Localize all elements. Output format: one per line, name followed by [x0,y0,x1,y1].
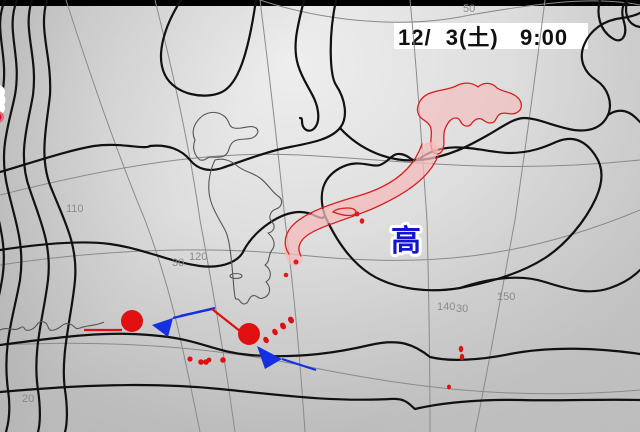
svg-text:110: 110 [66,203,84,215]
svg-text:140: 140 [437,301,455,313]
svg-text:30: 30 [172,257,184,269]
svg-text:120: 120 [189,251,207,263]
svg-text:150: 150 [497,291,515,303]
svg-text:20: 20 [22,393,34,405]
svg-text:50: 50 [463,3,475,15]
svg-text:高: 高 [391,225,421,258]
svg-text:30: 30 [456,303,468,315]
